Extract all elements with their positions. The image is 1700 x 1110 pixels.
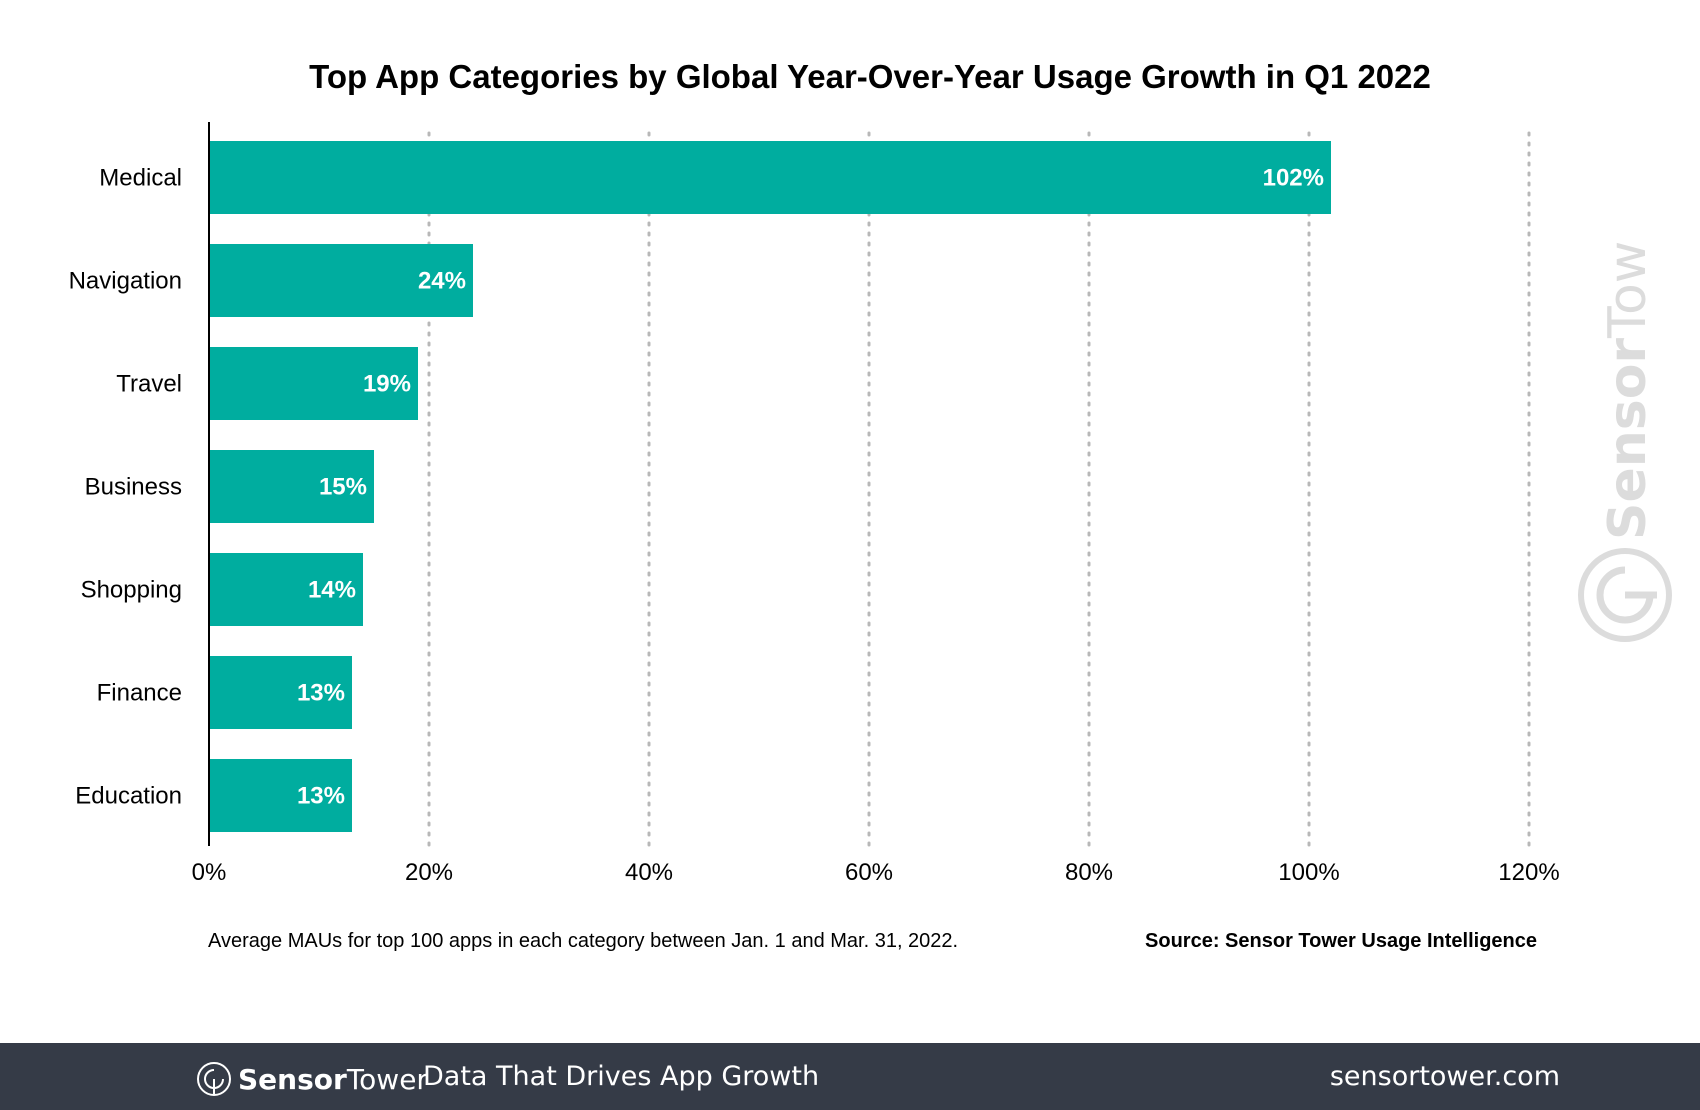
source-note: Source: Sensor Tower Usage Intelligence xyxy=(1145,930,1537,952)
category-label: Travel xyxy=(116,371,182,398)
category-label: Finance xyxy=(97,680,182,707)
data-label: 24% xyxy=(418,268,466,295)
bar-navigation xyxy=(209,244,473,317)
bar-education xyxy=(209,759,352,832)
brand-light: Tower xyxy=(346,1062,428,1096)
bar-shopping xyxy=(209,553,363,626)
bar-business xyxy=(209,450,374,523)
chart-title: Top App Categories by Global Year-Over-Y… xyxy=(309,58,1431,95)
x-tick-label: 60% xyxy=(845,859,893,886)
svg-text:SensorTower: SensorTower xyxy=(1598,240,1658,540)
bar-medical xyxy=(209,141,1331,214)
sensortower-watermark: SensorTower xyxy=(1575,187,1675,650)
bar-chart: Top App Categories by Global Year-Over-Y… xyxy=(69,58,1560,886)
x-tick-label: 20% xyxy=(405,859,453,886)
category-label: Medical xyxy=(99,165,182,192)
x-tick-label: 0% xyxy=(192,859,227,886)
bar-travel xyxy=(209,347,418,420)
footer-tagline: Data That Drives App Growth xyxy=(423,1061,820,1092)
x-tick-label: 100% xyxy=(1278,859,1339,886)
brand-bold: Sensor xyxy=(238,1062,347,1096)
x-tick-label: 120% xyxy=(1498,859,1559,886)
footer-bar: SensorTower Data That Drives App Growth … xyxy=(0,1043,1700,1110)
x-tick-label: 40% xyxy=(625,859,673,886)
data-label: 15% xyxy=(319,474,367,501)
data-label: 102% xyxy=(1263,165,1324,192)
x-tick-label: 80% xyxy=(1065,859,1113,886)
footer-brand: SensorTower xyxy=(196,1060,428,1098)
data-label: 13% xyxy=(297,783,345,810)
data-label: 14% xyxy=(308,577,356,604)
data-label: 13% xyxy=(297,680,345,707)
category-label: Education xyxy=(75,783,182,810)
data-label: 19% xyxy=(363,371,411,398)
category-label: Navigation xyxy=(69,268,182,295)
bar-finance xyxy=(209,656,352,729)
footnote: Average MAUs for top 100 apps in each ca… xyxy=(208,930,959,952)
sensortower-logo-icon xyxy=(197,1062,231,1096)
category-label: Shopping xyxy=(81,577,182,604)
category-label: Business xyxy=(85,474,182,501)
footer-url[interactable]: sensortower.com xyxy=(1329,1061,1560,1092)
